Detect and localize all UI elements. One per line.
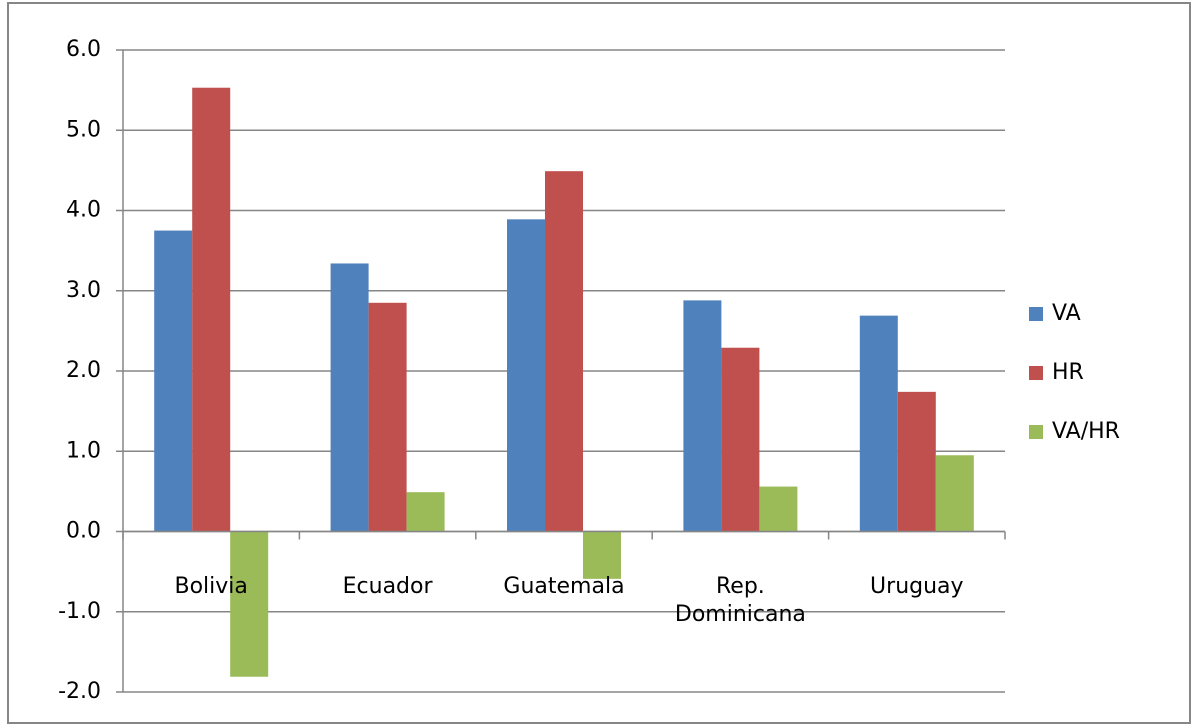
legend-swatch [1029,366,1043,380]
bar [935,455,974,532]
bar [230,531,269,677]
y-tick-label: 4.0 [66,198,101,223]
y-tick-label: -1.0 [58,599,101,624]
y-tick-label: 3.0 [66,278,101,303]
bar [406,492,445,532]
legend-label: VA [1052,301,1081,326]
bar [507,219,545,532]
y-tick-label: 0.0 [66,519,101,544]
x-tick-label: Ecuador [342,573,433,599]
legend-label: VA/HR [1052,419,1120,444]
bar [545,171,583,532]
bar [583,531,621,579]
bar [759,486,798,532]
x-tick-label: Bolivia [174,573,248,599]
bar [859,315,898,532]
bar [721,347,760,532]
x-tick-label: Guatemala [503,573,625,599]
y-tick-label: -2.0 [58,679,101,704]
bar [368,302,407,532]
bar [683,300,722,532]
x-tick-label: Rep. Dominicana [674,573,806,627]
bar [897,391,936,532]
legend-swatch [1029,425,1043,439]
x-tick-label: Uruguay [870,573,964,599]
y-tick-label: 2.0 [66,358,101,383]
y-tick-label: 5.0 [66,117,101,142]
y-tick-label: 6.0 [66,37,101,62]
y-tick-label: 1.0 [66,438,101,463]
bar [192,87,231,532]
legend-swatch [1029,307,1043,321]
legend-label: HR [1052,360,1084,385]
bar [330,263,369,532]
bar [154,230,193,532]
